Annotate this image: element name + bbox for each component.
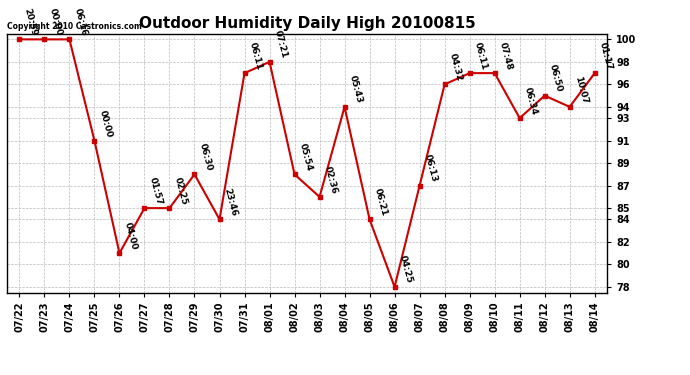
Text: 05:54: 05:54: [297, 142, 314, 172]
Text: 10:07: 10:07: [573, 75, 589, 105]
Text: 04:32: 04:32: [448, 52, 464, 82]
Text: 06:11: 06:11: [473, 41, 489, 71]
Text: Copyright 2010 Castronics.com: Copyright 2010 Castronics.com: [7, 22, 141, 31]
Text: 01:57: 01:57: [148, 176, 164, 206]
Text: 06:30: 06:30: [197, 142, 213, 172]
Text: 06:50: 06:50: [548, 64, 564, 93]
Text: 02:36: 02:36: [322, 165, 339, 195]
Text: 23:46: 23:46: [222, 187, 239, 217]
Text: 00:00: 00:00: [48, 8, 63, 37]
Text: 01:17: 01:17: [598, 41, 614, 71]
Text: 07:48: 07:48: [497, 41, 514, 71]
Title: Outdoor Humidity Daily High 20100815: Outdoor Humidity Daily High 20100815: [139, 16, 475, 31]
Text: 20:59: 20:59: [22, 7, 39, 37]
Text: 00:00: 00:00: [97, 109, 113, 138]
Text: 06:13: 06:13: [422, 153, 439, 183]
Text: 06:34: 06:34: [522, 86, 539, 116]
Text: 04:00: 04:00: [122, 221, 139, 251]
Text: 07:21: 07:21: [273, 30, 288, 60]
Text: 06:11: 06:11: [248, 41, 264, 71]
Text: 05:43: 05:43: [348, 75, 364, 105]
Text: 04:25: 04:25: [397, 255, 414, 285]
Text: 06:21: 06:21: [373, 187, 388, 217]
Text: 02:25: 02:25: [172, 176, 188, 206]
Text: 06:16: 06:16: [72, 7, 88, 37]
